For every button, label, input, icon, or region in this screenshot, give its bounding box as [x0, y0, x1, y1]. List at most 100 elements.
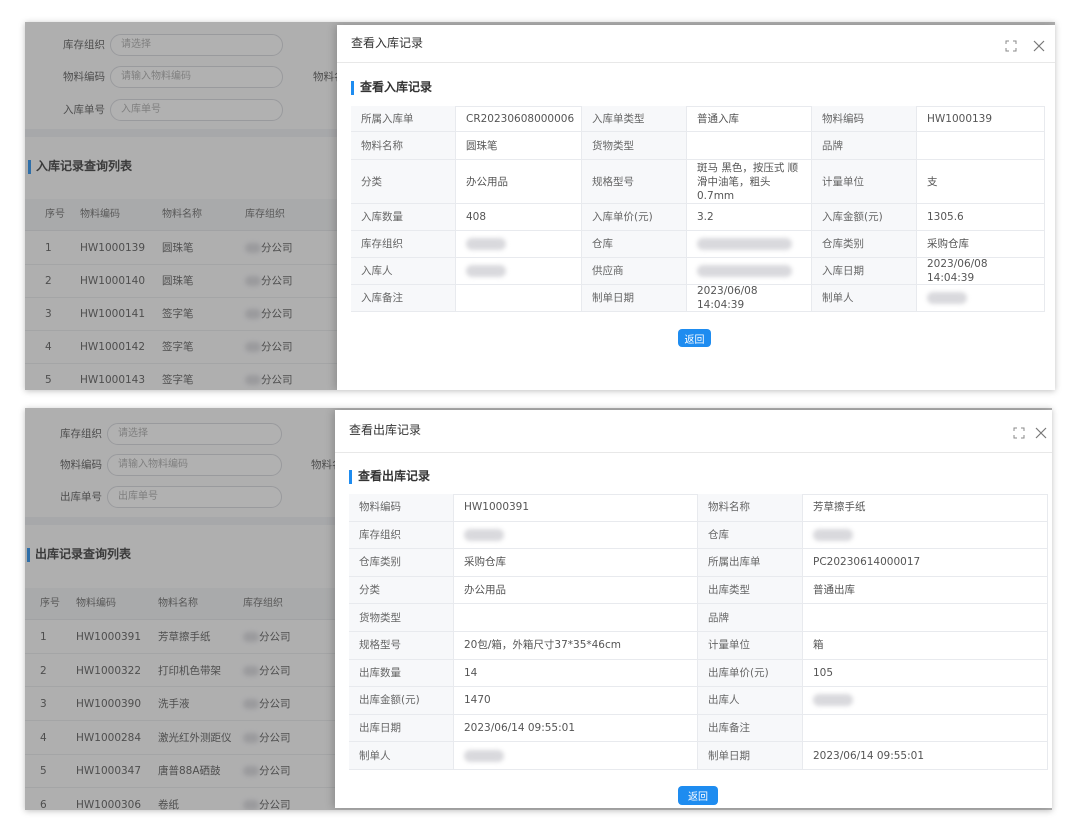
- list-cell: 分公司: [259, 731, 291, 744]
- filter-label: 出库单号: [60, 491, 102, 503]
- list-cell: 签字笔: [162, 374, 194, 386]
- list-cell: HW1000322: [76, 664, 142, 677]
- field-label: 制单人: [359, 749, 391, 762]
- field-value: 14: [464, 666, 478, 679]
- field-label: 货物类型: [592, 139, 634, 152]
- redacted: [245, 276, 261, 286]
- field-value: HW1000391: [464, 501, 530, 514]
- redacted: [245, 375, 261, 385]
- field-label: 仓库: [592, 238, 613, 250]
- redacted: [243, 632, 259, 642]
- modal: 查看入库记录 查看入库记录 所属入库单 CR20230608000006 入库单类型 普通…: [337, 25, 1055, 390]
- detail-cell: 采购仓库: [454, 549, 698, 577]
- detail-cell: [803, 687, 1048, 715]
- detail-cell: 物料名称: [698, 494, 803, 522]
- list-cell: 签字笔: [162, 308, 194, 320]
- field-label: 库存组织: [359, 528, 401, 541]
- list-cell: 分公司: [259, 664, 291, 677]
- list-cell: 卷纸: [158, 799, 179, 810]
- detail-cell: 物料编码: [812, 106, 917, 132]
- section-bar: [349, 470, 352, 484]
- detail-cell: 物料名称: [351, 132, 456, 160]
- close-icon[interactable]: [1035, 424, 1047, 443]
- list-cell: HW1000142: [80, 341, 146, 353]
- filter-label: 入库单号: [63, 104, 105, 116]
- filter-input[interactable]: 请选择: [107, 423, 282, 445]
- list-cell: HW1000306: [76, 799, 142, 810]
- modal-divider: [337, 62, 1055, 63]
- list-cell: 2: [40, 664, 47, 677]
- filter-label: 物料编码: [63, 71, 105, 83]
- list-cell: 分公司: [259, 698, 291, 711]
- input-placeholder: 请选择: [118, 428, 148, 439]
- filter-input[interactable]: 入库单号: [110, 99, 283, 121]
- filter-input[interactable]: 出库单号: [107, 486, 282, 508]
- field-label: 入库单价(元): [592, 211, 653, 223]
- list-header: 库存组织: [243, 598, 283, 609]
- cut-filter-label: 物料名: [311, 459, 343, 471]
- input-placeholder: 请输入物料编码: [121, 71, 191, 82]
- detail-cell: [687, 231, 812, 258]
- field-value: CR20230608000006: [466, 112, 575, 125]
- field-label: 制单人: [822, 292, 854, 304]
- field-label: 出库人: [708, 694, 740, 707]
- return-button[interactable]: 返回: [678, 786, 718, 805]
- list-cell: 4: [45, 341, 52, 353]
- list-title: 出库记录查询列表: [35, 547, 132, 561]
- redacted: [813, 694, 853, 707]
- filter-label: 库存组织: [60, 428, 102, 440]
- detail-cell: 品牌: [812, 132, 917, 160]
- detail-cell: 仓库类别: [349, 549, 454, 577]
- list-cell: 3: [45, 308, 52, 320]
- list-cell: 签字笔: [162, 341, 194, 353]
- redacted: [243, 766, 259, 777]
- field-value: 105: [813, 666, 834, 679]
- list-cell: 1: [40, 631, 47, 643]
- field-label: 入库单类型: [592, 112, 645, 125]
- detail-cell: 仓库: [582, 231, 687, 258]
- fullscreen-icon[interactable]: [1005, 37, 1017, 56]
- detail-cell: 1305.6: [917, 204, 1045, 231]
- list-cell: 分公司: [259, 765, 291, 778]
- detail-cell: 出库备注: [698, 714, 803, 743]
- field-label: 出库类型: [708, 584, 750, 597]
- filter-input[interactable]: 请选择: [110, 34, 283, 56]
- modal-title: 查看出库记录: [349, 423, 422, 437]
- detail-cell: 规格型号: [582, 160, 687, 204]
- detail-cell: 物料编码: [349, 494, 454, 522]
- field-value: 办公用品: [466, 175, 508, 188]
- redacted: [464, 528, 504, 541]
- redacted: [245, 309, 261, 319]
- list-cell: 分公司: [261, 341, 293, 353]
- redacted: [697, 265, 792, 277]
- field-label: 物料编码: [359, 501, 401, 514]
- field-value: 采购仓库: [927, 238, 969, 250]
- list-cell: 分公司: [261, 308, 293, 320]
- redacted: [243, 699, 259, 710]
- outbound-panel: 库存组织 请选择 物料编码 请输入物料编码 出库单号 出库单号 物料名 出库记录查询列表 序号 物…: [25, 408, 1052, 810]
- close-icon[interactable]: [1033, 37, 1045, 56]
- list-cell: 圆珠笔: [162, 275, 194, 287]
- field-label: 规格型号: [592, 175, 634, 188]
- return-button[interactable]: 返回: [678, 329, 711, 347]
- input-placeholder: 入库单号: [121, 104, 161, 115]
- filter-input[interactable]: 请输入物料编码: [110, 66, 283, 88]
- filter-input[interactable]: 请输入物料编码: [107, 454, 282, 476]
- field-value: 1305.6: [927, 211, 964, 223]
- list-cell: 分公司: [259, 799, 291, 810]
- list-cell: HW1000139: [80, 242, 146, 254]
- cut-filter-label: 物料名: [313, 71, 345, 83]
- field-value: PC20230614000017: [813, 556, 921, 569]
- field-label: 物料编码: [822, 112, 864, 125]
- detail-cell: [917, 285, 1045, 312]
- field-label: 入库人: [361, 265, 393, 277]
- detail-cell: 制单人: [349, 742, 454, 770]
- detail-cell: 普通入库: [687, 106, 812, 132]
- field-value: 2023/06/14 09:55:01: [813, 749, 925, 762]
- field-label: 入库日期: [822, 265, 864, 277]
- field-label: 入库金额(元): [822, 211, 883, 223]
- detail-cell: 货物类型: [582, 132, 687, 160]
- fullscreen-icon[interactable]: [1013, 424, 1025, 443]
- list-cell: 2: [45, 275, 52, 287]
- field-value: 办公用品: [464, 584, 506, 597]
